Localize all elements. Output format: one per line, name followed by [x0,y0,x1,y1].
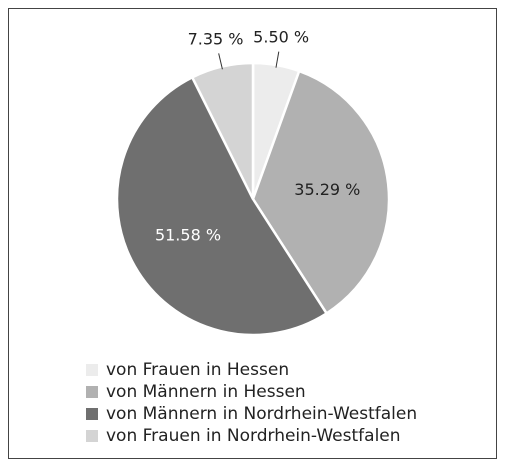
legend-swatch [86,408,98,420]
leader-line [218,53,223,70]
data-label: 5.50 % [253,28,309,47]
data-label: 35.29 % [294,180,360,199]
data-label: 51.58 % [155,225,221,244]
legend-swatch [86,364,98,376]
leader-line [275,51,280,68]
frame [8,8,497,459]
legend-label: von Frauen in Nordrhein-Westfalen [106,426,401,446]
legend-label: von Männern in Hessen [106,382,306,402]
legend-label: von Frauen in Hessen [106,360,289,380]
data-label: 7.35 % [188,30,244,49]
pie-slice [251,69,391,316]
pie-slice [115,75,329,337]
legend-swatch [86,430,98,442]
legend-swatch [86,386,98,398]
legend-label: von Männern in Nordrhein-Westfalen [106,404,417,424]
